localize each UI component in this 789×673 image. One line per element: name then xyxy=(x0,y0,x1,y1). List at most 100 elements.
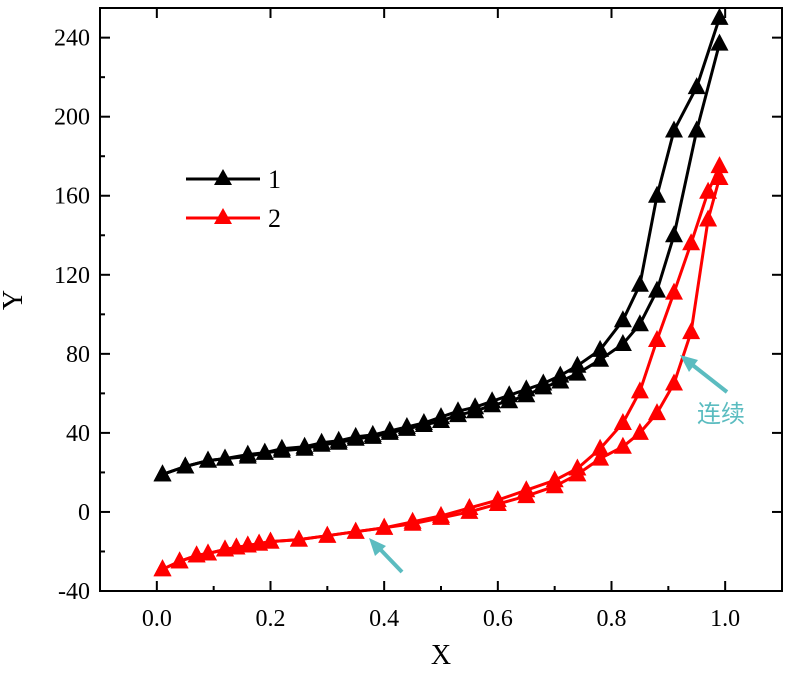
annotation-arrow-lower xyxy=(369,538,404,574)
series-layer xyxy=(153,7,729,577)
series-2-point xyxy=(261,531,280,549)
annotation-arrowhead-2 xyxy=(369,538,386,556)
series-1-point xyxy=(329,430,348,448)
series-2-point xyxy=(682,322,701,340)
series-1-point xyxy=(665,120,683,138)
y-tick-label-5: 160 xyxy=(54,184,90,210)
series-1-point xyxy=(517,379,536,397)
series-1-point xyxy=(591,339,610,357)
series-2-point xyxy=(591,438,610,456)
legend-marker-1 xyxy=(214,169,232,185)
series-2-point xyxy=(591,448,610,466)
series-2-point xyxy=(682,233,701,251)
series-2-point xyxy=(648,403,666,421)
series-1-point xyxy=(397,417,416,434)
series-1-point xyxy=(346,426,365,444)
legend-label-1: 1 xyxy=(268,165,281,194)
series-1-point xyxy=(449,401,467,419)
series-2-point xyxy=(630,422,649,440)
series-1-point xyxy=(591,349,610,367)
series-1-point xyxy=(466,397,485,415)
series-1-point xyxy=(255,442,274,460)
y-tick-label-3: 80 xyxy=(66,342,90,368)
series-2-point xyxy=(289,529,308,547)
series-2-point xyxy=(346,521,365,539)
x-tick-label-4: 0.8 xyxy=(597,606,627,632)
series-1 xyxy=(153,7,729,482)
y-tick-label-2: 40 xyxy=(66,421,90,447)
x-tick-label-0: 0.0 xyxy=(142,606,172,632)
series-2-point xyxy=(403,511,422,529)
series-1-point xyxy=(272,438,291,456)
legend-label-2: 2 xyxy=(268,204,281,233)
series-2-point xyxy=(318,525,337,543)
y-tick-label-7: 240 xyxy=(54,26,90,52)
legend-entry-2: 2 xyxy=(186,204,281,233)
axis-ticks xyxy=(100,8,782,592)
x-tick-labels: 0.0 0.2 0.4 0.6 0.8 1.0 xyxy=(142,606,740,632)
y-tick-label-0: -40 xyxy=(58,579,90,605)
series-2-point xyxy=(699,181,718,199)
series-1-point xyxy=(238,444,257,462)
series-1-point xyxy=(648,185,666,203)
y-tick-label-1: 0 xyxy=(78,500,90,526)
x-tick-label-3: 0.6 xyxy=(483,606,513,632)
annotation-arrow-2 xyxy=(376,545,404,574)
series-2-point xyxy=(665,373,683,391)
series-1-point xyxy=(551,365,570,383)
series-2 xyxy=(153,156,729,577)
series-2-point xyxy=(710,168,729,185)
x-tick-label-5: 1.0 xyxy=(710,606,740,632)
series-1-point xyxy=(380,420,399,438)
series-2-point xyxy=(153,559,172,577)
series-1-point xyxy=(613,310,632,328)
series-1-point xyxy=(363,424,382,442)
series-1-point xyxy=(687,120,706,138)
series-1-point xyxy=(199,450,217,468)
series-2-point xyxy=(432,505,450,523)
series-2-point xyxy=(375,517,394,535)
y-axis-title: Y xyxy=(0,290,29,310)
legend: 1 2 xyxy=(186,165,281,233)
x-tick-label-2: 0.4 xyxy=(369,606,399,632)
series-1-point xyxy=(568,355,587,373)
series-1-point xyxy=(216,448,234,466)
series-2-point xyxy=(170,551,189,569)
series-1-point xyxy=(153,464,172,482)
series-1-point xyxy=(665,225,683,243)
series-1-line-1 xyxy=(162,17,721,476)
series-2-point xyxy=(568,458,587,476)
legend-marker-2 xyxy=(214,208,232,224)
series-2-point xyxy=(488,490,507,508)
series-1-point xyxy=(613,334,632,351)
series-1-point xyxy=(648,280,666,298)
series-2-point xyxy=(199,543,217,561)
series-2-point xyxy=(613,413,632,430)
y-tick-label-6: 200 xyxy=(54,105,90,131)
annotation-label: 连续 xyxy=(697,400,745,428)
series-2-point xyxy=(699,209,718,227)
series-2-point xyxy=(665,282,683,300)
series-1-point xyxy=(534,373,553,391)
series-2-point xyxy=(613,436,632,454)
legend-entry-1: 1 xyxy=(186,165,281,194)
series-1-point xyxy=(483,391,502,409)
series-1-point xyxy=(630,314,649,332)
series-1-point xyxy=(630,274,649,292)
series-1-point xyxy=(687,77,706,95)
series-1-point xyxy=(176,456,195,474)
annotation-arrowhead-1 xyxy=(680,355,698,372)
series-2-point xyxy=(460,498,479,515)
x-tick-label-1: 0.2 xyxy=(256,606,286,632)
annotation-arrow-1 xyxy=(688,361,729,394)
series-1-point xyxy=(295,436,314,454)
series-1-point xyxy=(710,7,729,25)
series-2-point xyxy=(517,480,536,498)
x-axis-title: X xyxy=(431,640,451,671)
series-2-point xyxy=(648,330,666,347)
series-1-point xyxy=(432,407,450,425)
series-1-point xyxy=(414,413,433,430)
series-2-point xyxy=(630,381,649,399)
series-1-point xyxy=(710,33,729,51)
